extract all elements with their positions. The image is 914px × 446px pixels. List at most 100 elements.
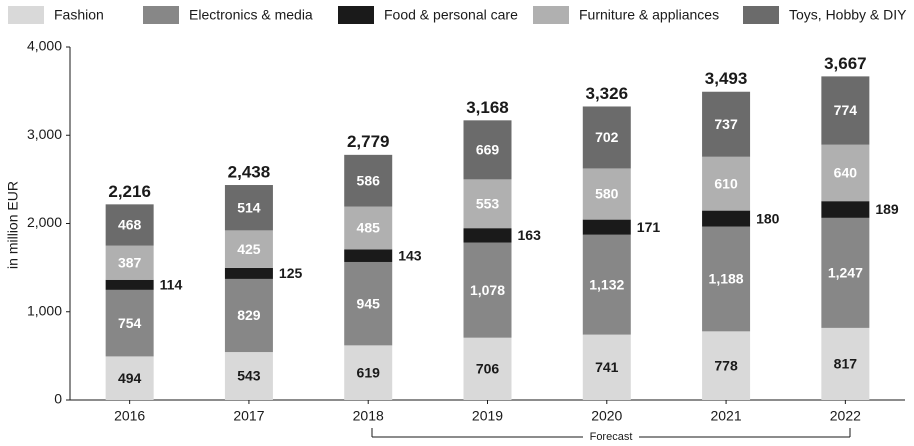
bar-segment bbox=[344, 249, 393, 262]
bar-segment bbox=[702, 91, 751, 157]
value-label: 494 bbox=[118, 370, 142, 386]
forecast-label-bg bbox=[583, 430, 639, 444]
bar-segment bbox=[224, 185, 273, 231]
total-label: 2,438 bbox=[228, 162, 271, 181]
bar-segment bbox=[821, 201, 870, 218]
total-label: 2,779 bbox=[347, 132, 390, 151]
bar-segment bbox=[463, 179, 512, 229]
bar-segment bbox=[582, 106, 631, 169]
x-tick-label: 2019 bbox=[472, 408, 503, 424]
x-tick-label: 2021 bbox=[710, 408, 741, 424]
legend-label: Electronics & media bbox=[189, 7, 313, 23]
x-tick-label: 2018 bbox=[353, 408, 384, 424]
bar-segment bbox=[344, 154, 393, 207]
bar-segment bbox=[344, 345, 393, 400]
y-tick-label: 2,000 bbox=[27, 214, 62, 230]
legend-swatch bbox=[743, 6, 779, 24]
legend-label: Food & personal care bbox=[384, 7, 518, 23]
bar-segment bbox=[224, 278, 273, 353]
bar-segment bbox=[224, 352, 273, 400]
bar-segment bbox=[463, 337, 512, 400]
total-label: 2,216 bbox=[108, 182, 151, 201]
bar-segment bbox=[821, 217, 870, 328]
value-label: 817 bbox=[834, 356, 858, 372]
total-label: 3,168 bbox=[466, 98, 509, 117]
y-tick-label: 3,000 bbox=[27, 126, 62, 142]
legend-label: Fashion bbox=[54, 7, 104, 23]
value-label: 514 bbox=[237, 199, 261, 215]
x-tick-label: 2022 bbox=[830, 408, 861, 424]
value-label: 610 bbox=[714, 175, 738, 191]
bar-segment bbox=[582, 334, 631, 400]
bar-segment bbox=[702, 331, 751, 400]
value-label: 619 bbox=[357, 364, 381, 380]
value-label: 706 bbox=[476, 361, 500, 377]
legend-label: Furniture & appliances bbox=[579, 7, 719, 23]
total-label: 3,493 bbox=[705, 69, 748, 88]
value-label: 171 bbox=[637, 219, 661, 235]
value-label: 774 bbox=[834, 102, 858, 118]
x-tick-label: 2020 bbox=[591, 408, 622, 424]
bar-segment bbox=[224, 230, 273, 268]
value-label: 754 bbox=[118, 315, 142, 331]
value-label: 1,132 bbox=[589, 276, 624, 292]
bar-segment bbox=[463, 120, 512, 180]
legend-swatch bbox=[533, 6, 569, 24]
bar-segment bbox=[582, 168, 631, 220]
legend-swatch bbox=[338, 6, 374, 24]
value-label: 180 bbox=[756, 210, 780, 226]
bar-segment bbox=[702, 156, 751, 211]
bar-segment bbox=[344, 261, 393, 346]
value-label: 189 bbox=[875, 201, 899, 217]
bar-segment bbox=[224, 267, 273, 279]
legend-label: Toys, Hobby & DIY bbox=[789, 7, 907, 23]
bar-segment bbox=[105, 356, 154, 400]
value-label: 425 bbox=[237, 241, 261, 257]
y-axis-label: in million EUR bbox=[5, 181, 21, 269]
bar-segment bbox=[702, 210, 751, 227]
bar-segment bbox=[702, 226, 751, 332]
value-label: 553 bbox=[476, 195, 500, 211]
value-label: 778 bbox=[714, 357, 738, 373]
bar-segment bbox=[105, 289, 154, 357]
y-tick-label: 4,000 bbox=[27, 38, 62, 54]
forecast-label: Forecast bbox=[590, 431, 633, 443]
value-label: 580 bbox=[595, 186, 619, 202]
value-label: 163 bbox=[518, 227, 542, 243]
value-label: 1,247 bbox=[828, 265, 863, 281]
legend-swatch bbox=[143, 6, 179, 24]
value-label: 669 bbox=[476, 142, 500, 158]
value-label: 143 bbox=[398, 247, 422, 263]
value-label: 114 bbox=[160, 277, 183, 293]
bar-segment bbox=[105, 204, 154, 246]
value-label: 945 bbox=[357, 295, 381, 311]
bar-segment bbox=[463, 242, 512, 338]
value-label: 125 bbox=[279, 265, 303, 281]
value-label: 485 bbox=[357, 220, 381, 236]
value-label: 702 bbox=[595, 129, 619, 145]
value-label: 586 bbox=[357, 172, 381, 188]
value-label: 468 bbox=[118, 217, 142, 233]
value-label: 829 bbox=[237, 307, 261, 323]
bar-segment bbox=[582, 234, 631, 335]
x-tick-label: 2017 bbox=[233, 408, 264, 424]
bar-segment bbox=[821, 76, 870, 145]
bar-segment bbox=[821, 327, 870, 400]
value-label: 1,078 bbox=[470, 282, 505, 298]
value-label: 387 bbox=[118, 254, 142, 270]
bar-segment bbox=[344, 206, 393, 250]
bar-segment bbox=[821, 144, 870, 202]
value-label: 543 bbox=[237, 368, 261, 384]
bar-segment bbox=[105, 279, 154, 290]
bar-segment bbox=[105, 245, 154, 280]
value-label: 737 bbox=[714, 116, 738, 132]
y-tick-label: 0 bbox=[54, 391, 62, 407]
y-tick-label: 1,000 bbox=[27, 302, 62, 318]
legend-swatch bbox=[8, 6, 44, 24]
total-label: 3,667 bbox=[824, 54, 867, 73]
bar-segment bbox=[463, 228, 512, 243]
value-label: 741 bbox=[595, 359, 619, 375]
bar-segment bbox=[582, 219, 631, 235]
x-tick-label: 2016 bbox=[114, 408, 145, 424]
